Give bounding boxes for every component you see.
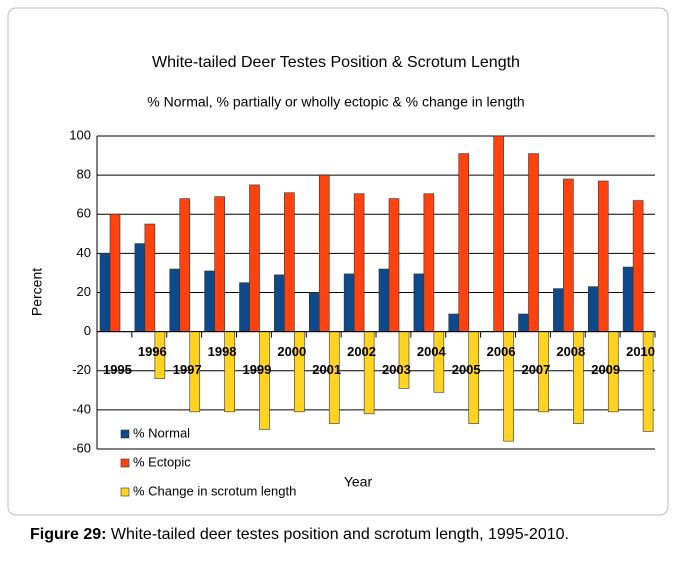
x-tick-label: 1999 <box>242 362 271 377</box>
y-tick-label: -60 <box>72 440 91 455</box>
y-axis-label: Percent <box>29 268 45 316</box>
legend-label: % Normal <box>133 425 190 440</box>
y-tick-label: 20 <box>77 284 91 299</box>
x-tick-label: 2003 <box>382 362 411 377</box>
x-axis-label: Year <box>344 474 373 490</box>
legend-label: % Ectopic <box>133 454 191 469</box>
bar <box>134 243 146 332</box>
bar <box>458 153 470 332</box>
y-tick-label: -40 <box>72 401 91 416</box>
x-tick-label: 1996 <box>138 344 167 359</box>
frame <box>7 7 669 516</box>
bar <box>249 184 260 332</box>
bar <box>597 180 609 332</box>
x-tick-label: 1995 <box>103 362 132 377</box>
bar <box>109 213 121 332</box>
bar <box>274 274 285 332</box>
bar <box>493 135 504 332</box>
bar <box>413 273 425 332</box>
bar <box>398 331 410 389</box>
x-tick-label: 2000 <box>277 344 306 359</box>
x-tick-label: 2007 <box>521 362 550 377</box>
x-tick-label: 1998 <box>208 344 237 359</box>
bar <box>423 193 435 332</box>
bar <box>259 331 270 430</box>
bar <box>448 313 460 332</box>
chart-title: White-tailed Deer Testes Position & Scro… <box>152 54 520 71</box>
bar <box>328 331 340 424</box>
bar <box>144 223 156 332</box>
x-tick-label: 2005 <box>452 362 481 377</box>
bar <box>99 253 111 332</box>
bar <box>518 313 529 332</box>
y-tick-label: 0 <box>84 323 91 338</box>
bar <box>169 268 181 332</box>
x-tick-label: 2006 <box>487 344 516 359</box>
bar <box>528 153 539 332</box>
bar <box>204 270 215 332</box>
legend-label: % Change in scrotum length <box>133 483 296 498</box>
x-tick-label: 2008 <box>556 344 585 359</box>
bar <box>318 174 330 332</box>
x-tick-label: 2004 <box>417 344 447 359</box>
bar <box>622 266 634 332</box>
bar <box>353 193 365 332</box>
caption-text: White-tailed deer testes position and sc… <box>111 526 569 543</box>
caption-label: Figure 29: <box>30 526 106 543</box>
bar <box>433 331 445 393</box>
bar <box>343 273 355 332</box>
x-tick-label: 1997 <box>173 362 202 377</box>
x-tick-label: 2002 <box>347 344 376 359</box>
x-tick-label: 2009 <box>591 362 620 377</box>
legend-swatch <box>120 429 130 439</box>
bar <box>179 198 191 332</box>
y-tick-label: -20 <box>72 362 91 377</box>
x-tick-label: 2001 <box>312 362 341 377</box>
legend-swatch <box>120 458 130 468</box>
bar <box>468 331 480 424</box>
bar <box>308 292 320 332</box>
y-tick-label: 100 <box>69 127 91 142</box>
bar <box>239 282 250 332</box>
bar <box>284 192 295 332</box>
bar <box>388 198 400 332</box>
y-tick-label: 40 <box>77 245 91 260</box>
y-tick-label: 60 <box>77 206 91 221</box>
x-tick-label: 2010 <box>626 344 655 359</box>
bar <box>632 200 644 332</box>
y-tick-label: 80 <box>77 167 91 182</box>
chart-subtitle: % Normal, % partially or wholly ectopic … <box>147 94 524 110</box>
bar <box>214 196 225 332</box>
bar <box>587 286 599 332</box>
caption: Figure 29: White-tailed deer testes posi… <box>30 526 569 543</box>
bar <box>563 178 574 332</box>
bar <box>378 268 390 332</box>
bar <box>553 288 564 332</box>
legend-swatch <box>120 487 130 497</box>
